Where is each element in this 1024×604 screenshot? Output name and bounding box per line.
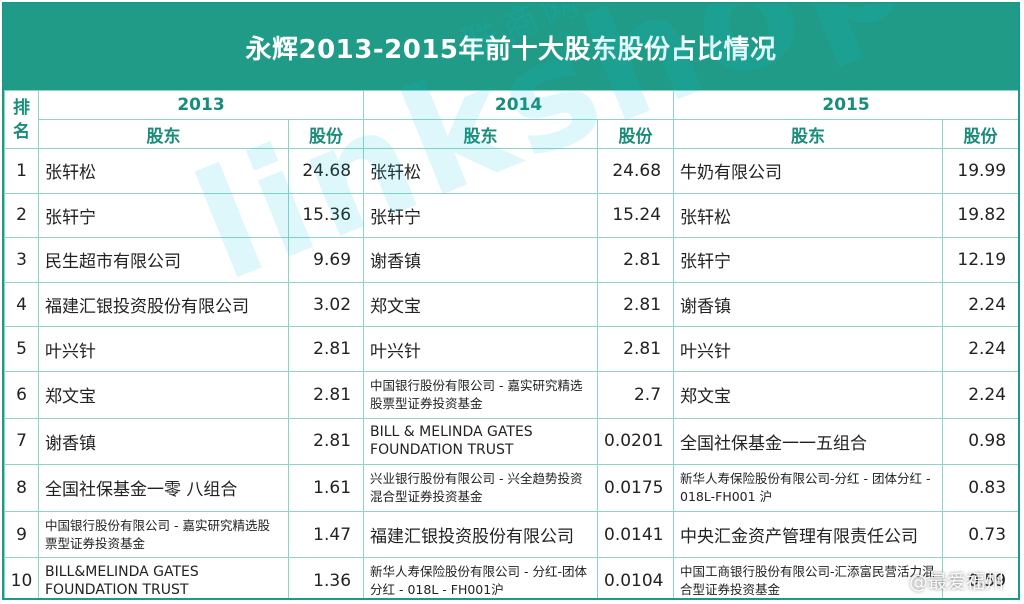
shares-cell-2015: 2.24 — [942, 370, 1018, 419]
shares-cell-2015: 2.24 — [942, 326, 1018, 372]
shares-cell-2015: 19.99 — [942, 148, 1018, 194]
shareholder-cell-2014: 福建汇银投资股份有限公司 — [363, 510, 599, 559]
shares-cell-2014: 0.0175 — [597, 464, 675, 512]
shares-cell-2013: 2.81 — [287, 326, 365, 372]
shareholder-cell-2014: 叶兴针 — [363, 326, 599, 372]
shares-cell-2013: 15.36 — [287, 192, 365, 239]
shares-cell-2014: 0.0141 — [597, 510, 675, 559]
shareholder-cell-2014: 中国银行股份有限公司 - 嘉实研究精选股票型证券投资基金 — [363, 370, 599, 419]
shareholder-cell-2015: 中国工商银行股份有限公司-汇添富民营活力混合型证券投资基金 — [673, 557, 944, 598]
shareholder-cell-2014: 谢香镇 — [363, 237, 599, 283]
rank-cell: 8 — [4, 464, 39, 512]
table-row: 3 民生超市有限公司 9.69 谢香镇 2.81 张轩宁 12.19 — [4, 237, 1018, 283]
rank-cell: 1 — [4, 148, 39, 194]
shareholder-cell-2014: BILL & MELINDA GATES FOUNDATION TRUST — [363, 417, 599, 466]
shares-cell-2014: 0.0104 — [597, 557, 675, 598]
shareholder-cell-2015: 全国社保基金一一五组合 — [673, 417, 944, 466]
rank-cell: 4 — [4, 281, 39, 328]
shareholder-cell-2013: 张轩松 — [38, 148, 289, 194]
rank-header: 排名 — [4, 90, 39, 149]
rank-cell: 10 — [4, 557, 39, 598]
year-header-row: 排名 2013 2014 2015 — [4, 90, 1018, 149]
shares-cell-2013: 2.81 — [287, 370, 365, 419]
table-row: 1 张轩松 24.68 张轩松 24.68 牛奶有限公司 19.99 — [4, 148, 1018, 194]
table-row: 9 中国银行股份有限公司 - 嘉实研究精选股票型证券投资基金 1.47 福建汇银… — [4, 510, 1018, 559]
shares-cell-2015: 12.19 — [942, 237, 1018, 283]
shares-cell-2014: 24.68 — [597, 148, 675, 194]
shares-cell-2014: 2.81 — [597, 326, 675, 372]
shares-cell-2013: 3.02 — [287, 281, 365, 328]
shares-cell-2013: 9.69 — [287, 237, 365, 283]
shareholder-cell-2013: BILL&MELINDA GATES FOUNDATION TRUST — [38, 557, 289, 598]
shares-cell-2015: 0.98 — [942, 417, 1018, 466]
table-row: 10 BILL&MELINDA GATES FOUNDATION TRUST 1… — [4, 557, 1018, 598]
shares-cell-2013: 1.61 — [287, 464, 365, 512]
shareholder-header-2014: 股东 — [363, 119, 599, 149]
shares-cell-2013: 2.81 — [287, 417, 365, 466]
shares-cell-2013: 1.47 — [287, 510, 365, 559]
rank-cell: 2 — [4, 192, 39, 239]
shares-header-2013: 股份 — [287, 119, 365, 149]
table-row: 5 叶兴针 2.81 叶兴针 2.81 叶兴针 2.24 — [4, 326, 1018, 372]
year-header-2015: 2015 — [673, 90, 1018, 120]
shares-cell-2015: 0.73 — [942, 510, 1018, 559]
shares-cell-2014: 15.24 — [597, 192, 675, 239]
table-row: 8 全国社保基金一零 八组合 1.61 兴业银行股份有限公司 - 兴全趋势投资混… — [4, 464, 1018, 512]
shareholder-cell-2015: 张轩宁 — [673, 237, 944, 283]
shareholder-cell-2013: 谢香镇 — [38, 417, 289, 466]
page-title: 永辉2013-2015年前十大股东股份占比情况 — [4, 4, 1018, 90]
shareholder-cell-2014: 新华人寿保险股份有限公司 - 分红-团体分红 - 018L - FH001沪 — [363, 557, 599, 598]
shares-cell-2015: 0.83 — [942, 464, 1018, 512]
shareholder-cell-2015: 新华人寿保险股份有限公司-分红 - 团体分红 - 018L-FH001 沪 — [673, 464, 944, 512]
shares-cell-2015: 19.82 — [942, 192, 1018, 239]
shareholder-cell-2013: 张轩宁 — [38, 192, 289, 239]
shareholder-cell-2013: 民生超市有限公司 — [38, 237, 289, 283]
shares-cell-2015: 0.59 — [942, 557, 1018, 598]
shareholder-cell-2013: 全国社保基金一零 八组合 — [38, 464, 289, 512]
shareholder-cell-2014: 张轩松 — [363, 148, 599, 194]
shares-cell-2013: 1.36 — [287, 557, 365, 598]
year-header-2013: 2013 — [37, 90, 365, 120]
shareholder-cell-2015: 中央汇金资产管理有限责任公司 — [673, 510, 944, 559]
shareholder-cell-2015: 谢香镇 — [673, 281, 944, 328]
year-header-2014: 2014 — [363, 90, 675, 120]
shareholder-cell-2015: 牛奶有限公司 — [673, 148, 944, 194]
shares-cell-2014: 2.81 — [597, 281, 675, 328]
shares-cell-2014: 2.81 — [597, 237, 675, 283]
shareholder-header-2015: 股东 — [673, 119, 944, 149]
rank-cell: 6 — [4, 370, 39, 419]
rank-cell: 9 — [4, 510, 39, 559]
shareholder-header-2013: 股东 — [38, 119, 289, 149]
shares-cell-2015: 2.24 — [942, 281, 1018, 328]
shareholder-cell-2013: 叶兴针 — [38, 326, 289, 372]
column-header-row: 股东 股份 股东 股份 股东 股份 — [5, 119, 1018, 149]
table-row: 6 郑文宝 2.81 中国银行股份有限公司 - 嘉实研究精选股票型证券投资基金 … — [4, 370, 1018, 419]
rank-cell: 7 — [4, 417, 39, 466]
shares-header-2015: 股份 — [942, 119, 1018, 149]
table-row: 2 张轩宁 15.36 张轩宁 15.24 张轩松 19.82 — [4, 192, 1018, 239]
shares-cell-2013: 24.68 — [287, 148, 365, 194]
shareholder-cell-2015: 叶兴针 — [673, 326, 944, 372]
shareholder-cell-2013: 福建汇银投资股份有限公司 — [38, 281, 289, 328]
shareholder-table: 排名 2013 2014 2015 股东 股份 股东 股份 股东 股份 1 张轩… — [4, 90, 1018, 598]
table-row: 4 福建汇银投资股份有限公司 3.02 郑文宝 2.81 谢香镇 2.24 — [4, 281, 1018, 328]
shareholder-cell-2015: 郑文宝 — [673, 370, 944, 419]
shareholder-cell-2013: 中国银行股份有限公司 - 嘉实研究精选股票型证券投资基金 — [38, 510, 289, 559]
shareholder-cell-2014: 兴业银行股份有限公司 - 兴全趋势投资混合型证券投资基金 — [363, 464, 599, 512]
shareholder-cell-2013: 郑文宝 — [38, 370, 289, 419]
rank-cell: 3 — [4, 237, 39, 283]
shares-header-2014: 股份 — [597, 119, 675, 149]
table-row: 7 谢香镇 2.81 BILL & MELINDA GATES FOUNDATI… — [4, 417, 1018, 466]
shares-cell-2014: 2.7 — [597, 370, 675, 419]
rank-cell: 5 — [4, 326, 39, 372]
shares-cell-2014: 0.0201 — [597, 417, 675, 466]
shareholder-cell-2015: 张轩松 — [673, 192, 944, 239]
shareholder-cell-2014: 郑文宝 — [363, 281, 599, 328]
shareholder-cell-2014: 张轩宁 — [363, 192, 599, 239]
